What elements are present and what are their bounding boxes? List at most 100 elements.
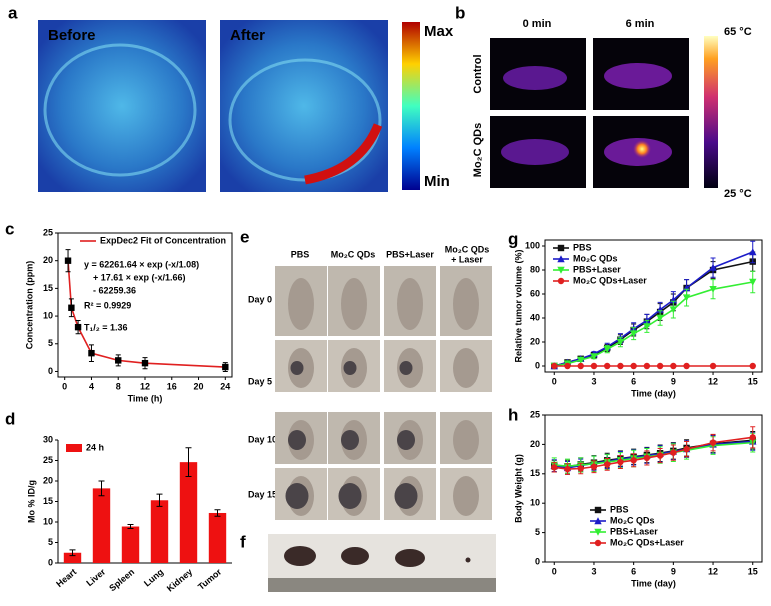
x-tick-label: Kidney [165,567,194,594]
row-label: Day 0 [248,294,272,304]
panel-letter: d [5,409,15,428]
x-tick-label: 4 [89,381,94,391]
ruler [268,578,496,592]
x-tick-label: 24 [220,381,230,391]
x-tick-label: Liver [84,566,107,588]
row-label: Day 5 [248,376,272,386]
legend-label: Mo₂C QDs [610,515,655,525]
panel-e: e PBS Mo₂C QDs PBS+Laser Mo₂C QDs + Lase… [240,227,496,592]
x-tick-label: 0 [552,566,557,576]
legend-label: Mo₂C QDs+Laser [610,537,684,547]
plot-frame [544,414,763,563]
x-tick-label: 0 [62,381,67,391]
y-tick-label: 15 [43,283,53,293]
panel-b: b 0 min 6 min Control Mo₂C QDs 65 °C 25 … [455,3,752,199]
legend-label: PBS+Laser [573,264,621,274]
panel-letter: c [5,219,14,238]
y-tick-label: 5 [48,537,53,547]
marker [603,461,611,468]
mouse-body [341,278,367,330]
marker [749,434,756,441]
marker [557,277,565,285]
marker [709,263,717,271]
marker [594,539,602,547]
marker [590,353,598,361]
x-tick-label: 15 [748,376,758,386]
y-tick-label: 25 [43,227,53,237]
panel-letter: b [455,3,465,22]
column-label: PBS+Laser [386,249,434,259]
marker [749,362,756,370]
legend-label: ExpDec2 Fit of Concentration [100,235,226,245]
marker [616,338,625,346]
x-tick-label: 9 [671,566,676,576]
image-label: Before [48,27,96,44]
y-tick-label: 0 [48,366,53,376]
marker [88,349,95,357]
y-tick-label: 80 [530,264,540,274]
marker [617,458,624,466]
error-bar [214,509,221,517]
x-tick-label: 3 [591,376,596,386]
y-tick-label: 25 [43,455,53,465]
row-label: Mo₂C QDs [472,123,484,177]
y-tick-label: 10 [530,498,540,508]
tumor [284,546,316,566]
x-axis-label: Time (day) [631,578,676,588]
y-tick-label: 10 [43,310,53,320]
x-axis-label: Time (h) [128,393,163,403]
plot-frame [544,239,763,373]
legend-label: Mo₂C QDs [573,253,618,263]
mouse-body [397,278,423,330]
tumor [395,549,425,567]
tumor [290,361,304,375]
panel-letter: f [240,532,246,551]
x-tick-label: 12 [140,381,150,391]
annotation: - 62259.36 [93,285,136,295]
legend-label: PBS+Laser [610,526,658,536]
bar [179,462,198,563]
mouse-body [453,278,479,330]
y-tick-label: 40 [530,312,540,322]
series-line [554,281,753,367]
y-tick-label: 5 [535,527,540,537]
y-tick-label: 25 [530,409,540,419]
y-tick-label: 0 [535,556,540,566]
colorbar-max: 65 °C [724,26,752,38]
legend-swatch [66,444,82,452]
x-axis-label: Time (day) [631,388,676,398]
marker [709,362,717,370]
annotation: T₁/₂ = 1.36 [84,322,128,332]
marker [683,445,690,453]
mouse-body [453,476,479,516]
marker [643,323,651,331]
legend-label: PBS [610,504,629,514]
marker [551,464,558,471]
mouse [604,63,672,89]
y-tick-label: 60 [530,288,540,298]
panel-letter: e [240,227,249,246]
marker [590,463,598,470]
marker [629,330,638,338]
bar [92,488,111,563]
bar [150,500,169,563]
marker [683,362,690,370]
x-tick-label: 8 [116,381,121,391]
image-texture [43,43,197,177]
tumor [394,483,418,509]
hot-region [304,123,383,185]
marker [617,362,624,370]
marker [669,306,678,314]
marker [603,346,611,353]
tumor [285,483,309,509]
legend-label: PBS [573,242,592,252]
image-after [220,20,388,192]
marker [557,255,565,263]
colorbar [704,36,718,188]
error-bar [185,447,192,477]
marker [749,278,757,286]
y-tick-label: 0 [535,360,540,370]
x-tick-label: Lung [142,567,165,589]
tumor [397,430,415,450]
marker [590,362,598,370]
